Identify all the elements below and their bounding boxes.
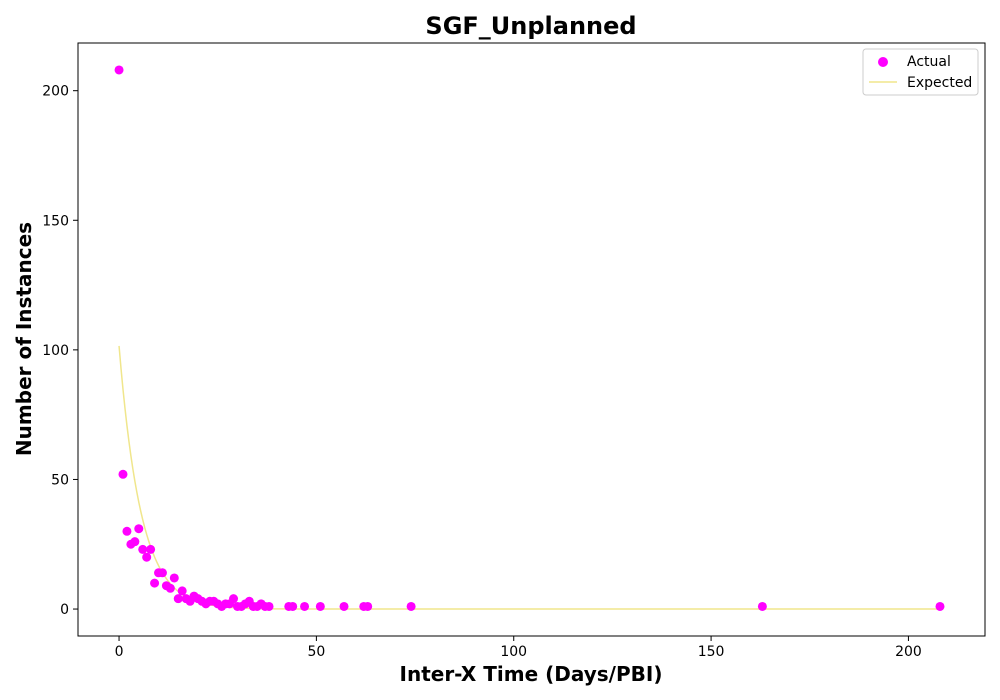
data-point-46 bbox=[406, 601, 416, 611]
data-point-38 bbox=[264, 601, 274, 611]
x-tick-label-0: 0 bbox=[115, 644, 124, 660]
data-point-41 bbox=[300, 601, 310, 611]
y-axis-label: Number of Instances bbox=[12, 222, 36, 456]
legend-actual-marker bbox=[878, 57, 888, 67]
data-point-13 bbox=[165, 583, 175, 593]
legend-expected-label: Expected bbox=[907, 75, 972, 91]
data-point-7 bbox=[142, 552, 152, 562]
expected-line bbox=[118, 345, 941, 610]
data-point-14 bbox=[169, 573, 179, 583]
x-tick-label-50: 50 bbox=[307, 644, 325, 660]
data-point-8 bbox=[146, 544, 156, 554]
legend: Actual Expected bbox=[862, 48, 979, 96]
plot-area: 0 50 100 150 200 0 50 100 150 200 bbox=[42, 42, 986, 660]
data-point-43 bbox=[339, 601, 349, 611]
y-tick-label-50: 50 bbox=[51, 472, 69, 488]
x-tick-label-200: 200 bbox=[895, 644, 922, 660]
data-point-15 bbox=[173, 594, 183, 604]
data-point-2 bbox=[122, 526, 132, 536]
data-point-16 bbox=[177, 586, 187, 596]
y-tick-label-100: 100 bbox=[42, 343, 69, 359]
data-point-5 bbox=[134, 524, 144, 534]
data-point-29 bbox=[229, 594, 239, 604]
data-point-4 bbox=[130, 537, 140, 547]
x-axis-label: Inter-X Time (Days/PBI) bbox=[400, 662, 663, 686]
data-point-11 bbox=[157, 568, 167, 578]
legend-actual-label: Actual bbox=[907, 54, 951, 70]
x-tick-label-150: 150 bbox=[698, 644, 725, 660]
y-tick-label-0: 0 bbox=[60, 602, 69, 618]
data-point-9 bbox=[150, 578, 160, 588]
x-tick-label-100: 100 bbox=[500, 644, 527, 660]
data-point-48 bbox=[935, 601, 945, 611]
data-point-47 bbox=[757, 601, 767, 611]
data-point-1 bbox=[118, 469, 128, 479]
legend-box bbox=[862, 48, 979, 96]
axes-frame bbox=[77, 42, 986, 637]
data-point-45 bbox=[363, 601, 373, 611]
chart-title: SGF_Unplanned bbox=[425, 12, 636, 40]
data-point-0 bbox=[114, 65, 124, 75]
data-point-42 bbox=[315, 601, 325, 611]
y-tick-label-150: 150 bbox=[42, 213, 69, 229]
data-point-6 bbox=[138, 544, 148, 554]
data-point-40 bbox=[288, 601, 298, 611]
y-tick-label-200: 200 bbox=[42, 84, 69, 100]
